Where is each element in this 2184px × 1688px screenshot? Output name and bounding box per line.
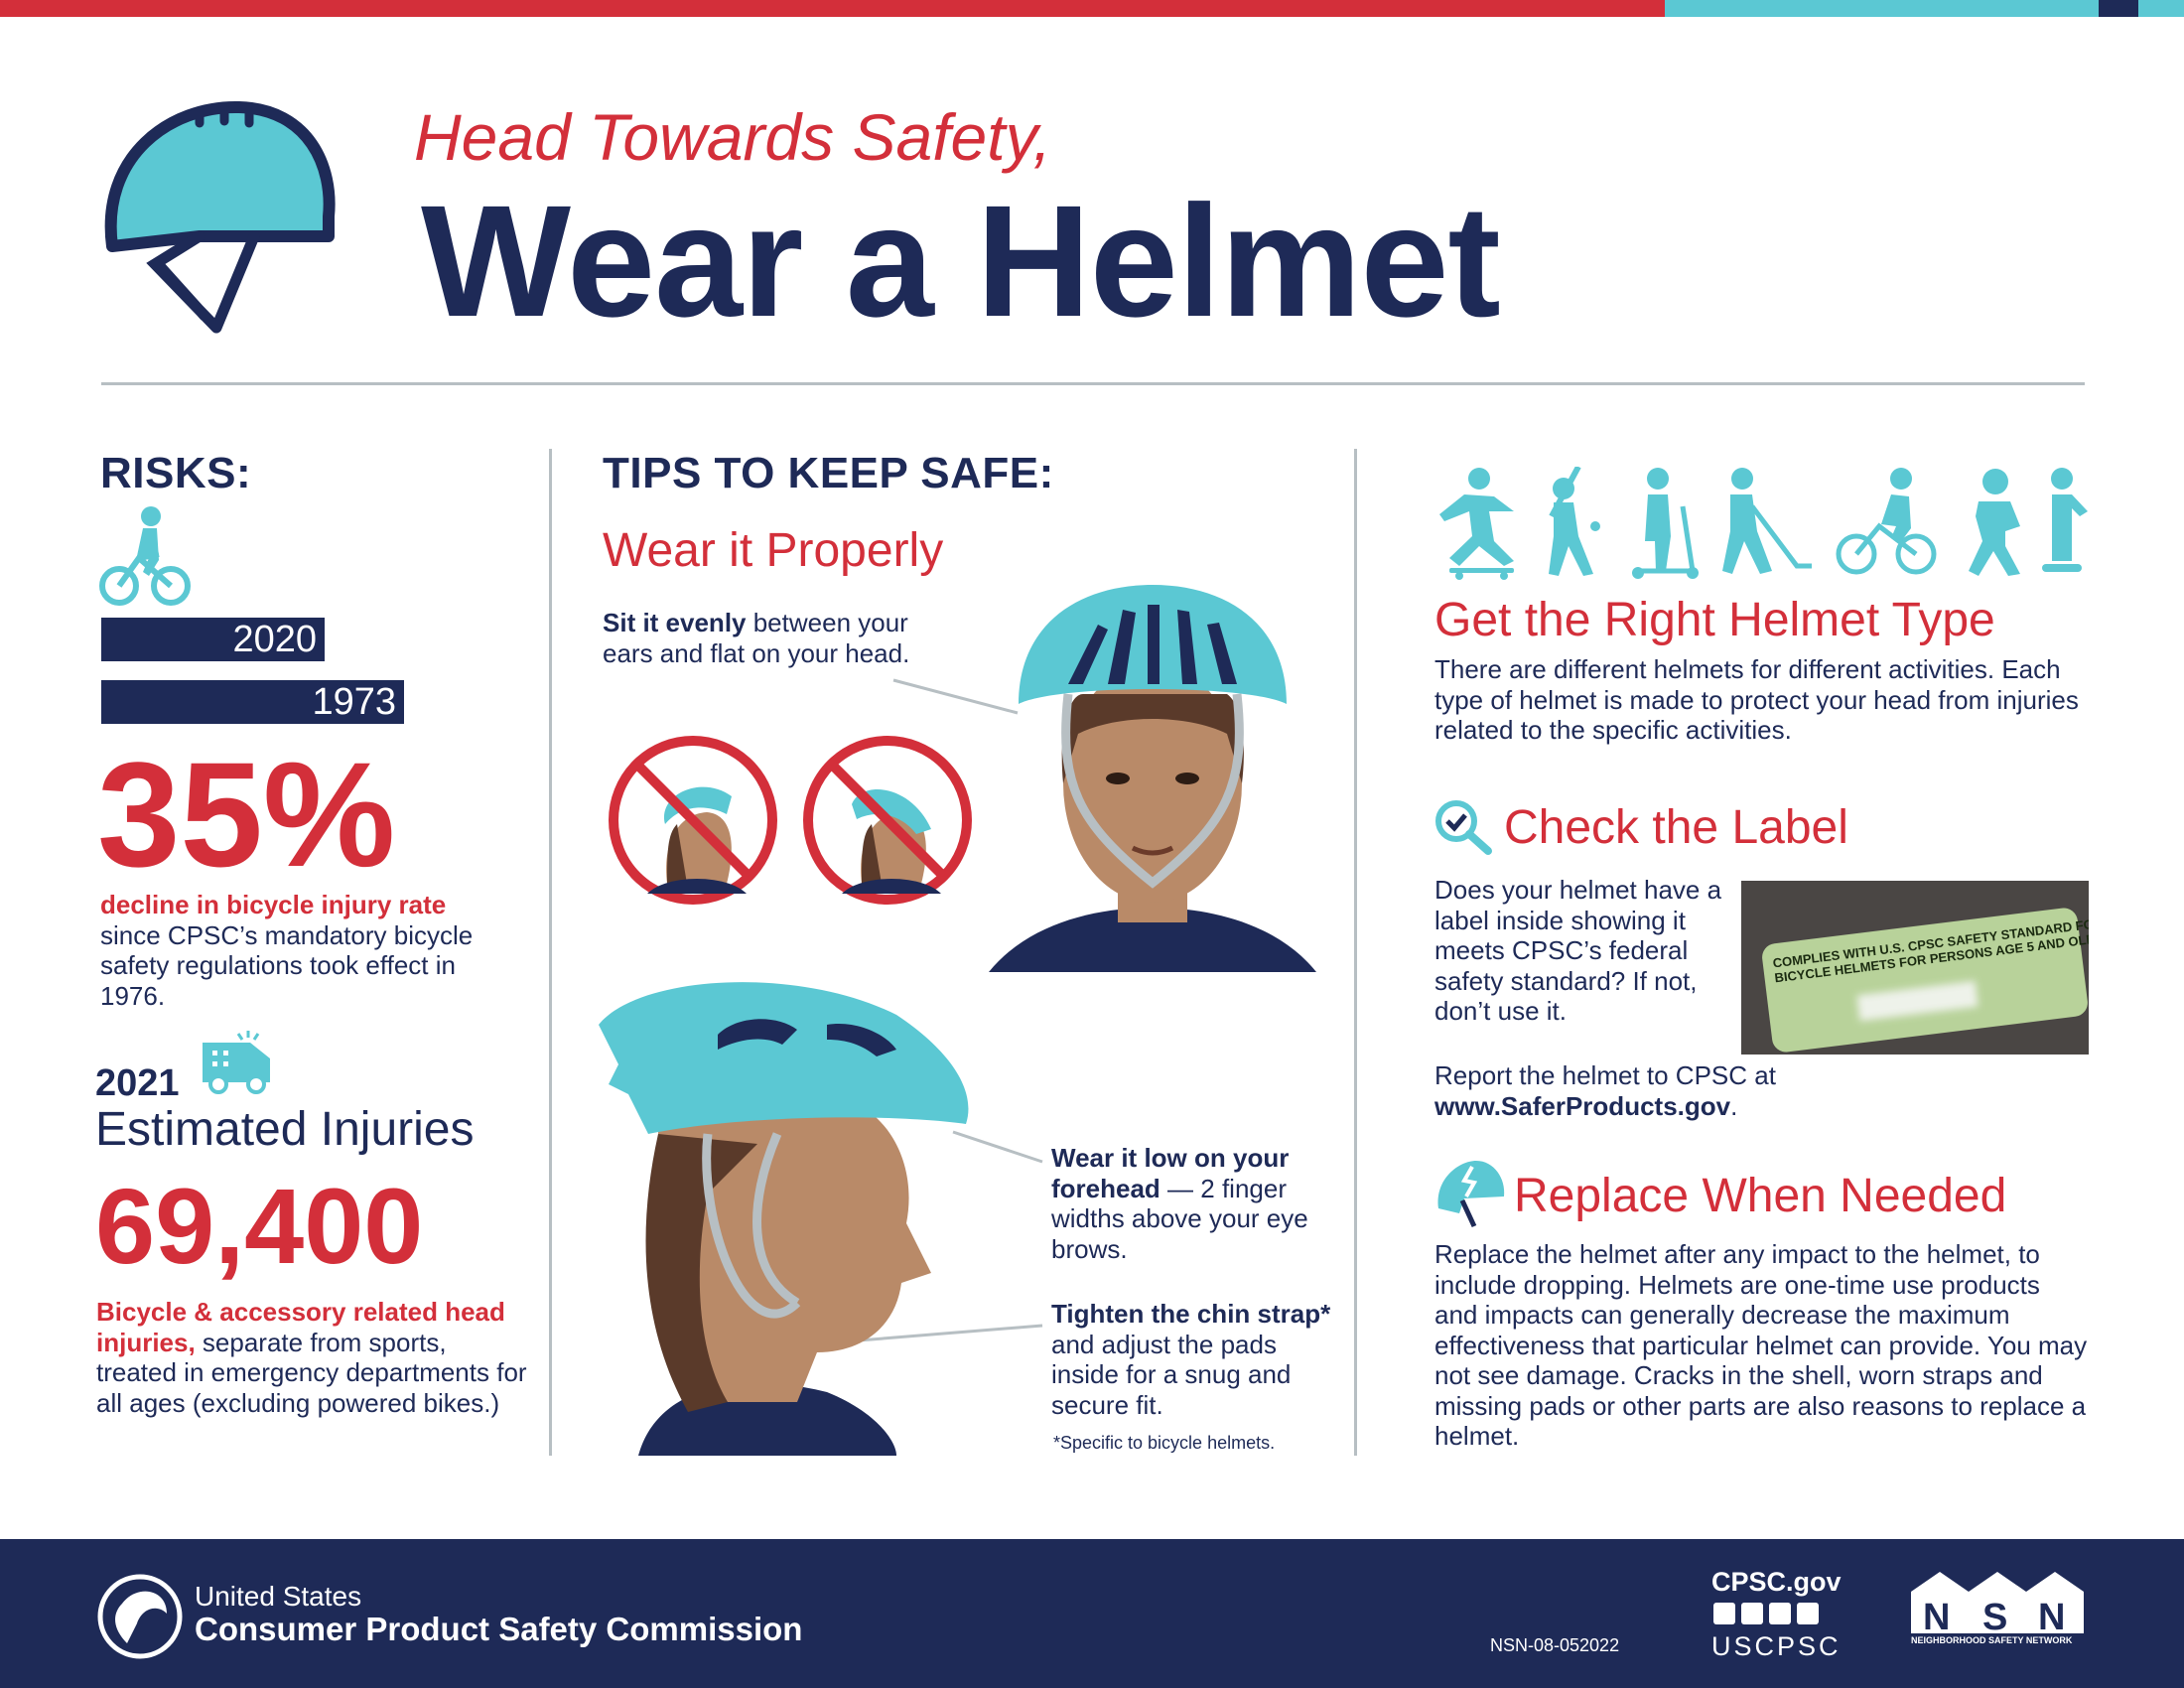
report-prefix: Report the helmet to CPSC at <box>1434 1060 1776 1090</box>
wrong-tilt-back-icon <box>608 735 778 906</box>
svg-text:N: N <box>2038 1597 2065 1633</box>
top-bar-navy <box>2099 0 2138 17</box>
tip-sit-evenly: Sit it evenly between your ears and flat… <box>603 608 960 668</box>
replace-text: Replace the helmet after any impact to t… <box>1434 1239 2088 1451</box>
check-label-text: Does your helmet have a label inside sho… <box>1434 875 1722 1026</box>
tip-chin-strap: Tighten the chin strap* and adjust the p… <box>1051 1299 1339 1420</box>
helmet-icon <box>100 97 339 336</box>
tip-bold: Tighten the chin strap* <box>1051 1299 1331 1329</box>
page-subtitle: Head Towards Safety, <box>414 100 1052 174</box>
football-player-icon <box>1969 469 2020 576</box>
top-bar-teal-end <box>2138 0 2184 17</box>
cracked-helmet-icon <box>1434 1159 1506 1228</box>
injury-year: 2021 <box>95 1062 180 1104</box>
tips-heading: TIPS TO KEEP SAFE: <box>603 449 1054 497</box>
instagram-icon[interactable] <box>1741 1603 1763 1624</box>
helmet-label-photo: COMPLIES WITH U.S. CPSC SAFETY STANDARD … <box>1741 881 2089 1055</box>
label-sticker: COMPLIES WITH U.S. CPSC SAFETY STANDARD … <box>1760 906 2089 1055</box>
helmet-type-text: There are different helmets for differen… <box>1434 654 2079 745</box>
wear-properly-heading: Wear it Properly <box>603 524 944 577</box>
document-code: NSN-08-052022 <box>1490 1635 1620 1655</box>
baseball-player-icon <box>1549 467 1600 576</box>
injuries-label: Estimated Injuries <box>95 1103 475 1156</box>
magnifier-check-icon <box>1434 799 1492 855</box>
tip-rest: and adjust the pads inside for a snug an… <box>1051 1329 1292 1420</box>
cpsc-seal-logo <box>97 1574 183 1659</box>
bar-2020: 2020 <box>101 618 325 661</box>
injuries-count: 69,400 <box>95 1166 424 1286</box>
activity-icons <box>1434 467 2090 581</box>
tip-wear-low: Wear it low on your forehead — 2 finger … <box>1051 1143 1339 1264</box>
page-title: Wear a Helmet <box>421 172 1501 350</box>
side-head-illustration <box>599 975 976 1456</box>
replace-heading: Replace When Needed <box>1514 1170 2007 1222</box>
front-head-illustration <box>989 585 1316 977</box>
bicycle-rider-icon <box>99 506 191 608</box>
decline-text: decline in bicycle injury rate since CPSC… <box>100 890 517 1011</box>
org-line2: Consumer Product Safety Commission <box>195 1611 803 1647</box>
column-divider <box>1354 449 1357 1456</box>
tip-bold: Wear it low on your forehead <box>1051 1143 1290 1203</box>
social-handle: USCPSC <box>1711 1631 1842 1661</box>
social-icons <box>1713 1603 1819 1624</box>
bicycle-rider-icon <box>1836 468 1937 575</box>
report-text: Report the helmet to CPSC at www.SaferPro… <box>1434 1060 2090 1121</box>
svg-text:N: N <box>1923 1597 1950 1633</box>
nsn-subtitle: NEIGHBORHOOD SAFETY NETWORK <box>1911 1635 2073 1645</box>
skateboarder-icon <box>1439 468 1514 580</box>
wrong-tilt-forward-icon <box>802 735 973 906</box>
top-bar-teal <box>1665 0 2099 17</box>
footer <box>0 1539 2184 1688</box>
decline-stat: 35% <box>97 731 396 898</box>
helmet-type-heading: Get the Right Helmet Type <box>1434 594 1995 646</box>
tip-rest: — 2 finger widths above your eye brows. <box>1051 1173 1308 1264</box>
check-label-heading: Check the Label <box>1504 801 1848 854</box>
facebook-icon[interactable] <box>1713 1603 1735 1624</box>
twitter-icon[interactable] <box>1769 1603 1791 1624</box>
decline-bold: decline in bicycle injury rate <box>100 890 447 919</box>
bar-1973: 1973 <box>101 680 404 724</box>
risks-heading: RISKS: <box>100 449 252 497</box>
tip-bold: Sit it evenly <box>603 608 747 637</box>
report-end: . <box>1730 1090 1738 1121</box>
decline-rest: since CPSC’s mandatory bicycle safety re… <box>100 919 474 1011</box>
tip-rest: between your ears and flat on your head. <box>603 608 910 668</box>
saferproducts-link[interactable]: www.SaferProducts.gov <box>1434 1090 1731 1121</box>
ambulance-icon <box>199 1029 278 1096</box>
injuries-bold: Bicycle & accessory related head injurie… <box>96 1297 505 1357</box>
scooter-rider-icon <box>1632 468 1699 579</box>
blurred-serial <box>1856 980 1979 1022</box>
footnote: *Specific to bicycle helmets. <box>1053 1433 1276 1453</box>
svg-text:S: S <box>1982 1597 2007 1633</box>
cpsc-site-link[interactable]: CPSC.gov <box>1711 1567 1842 1597</box>
label-sticker-text: COMPLIES WITH U.S. CPSC SAFETY STANDARD … <box>1760 907 2089 987</box>
column-divider <box>549 449 552 1456</box>
header-divider <box>101 382 2085 385</box>
hoverboard-rider-icon <box>2042 468 2088 572</box>
org-line1: United States <box>195 1581 362 1612</box>
injuries-rest: separate from sports, treated in emergen… <box>96 1327 527 1418</box>
hockey-player-icon <box>1722 468 1812 574</box>
youtube-icon[interactable] <box>1797 1603 1819 1624</box>
injuries-text: Bicycle & accessory related head injurie… <box>96 1297 533 1418</box>
top-bar-red <box>0 0 1665 17</box>
